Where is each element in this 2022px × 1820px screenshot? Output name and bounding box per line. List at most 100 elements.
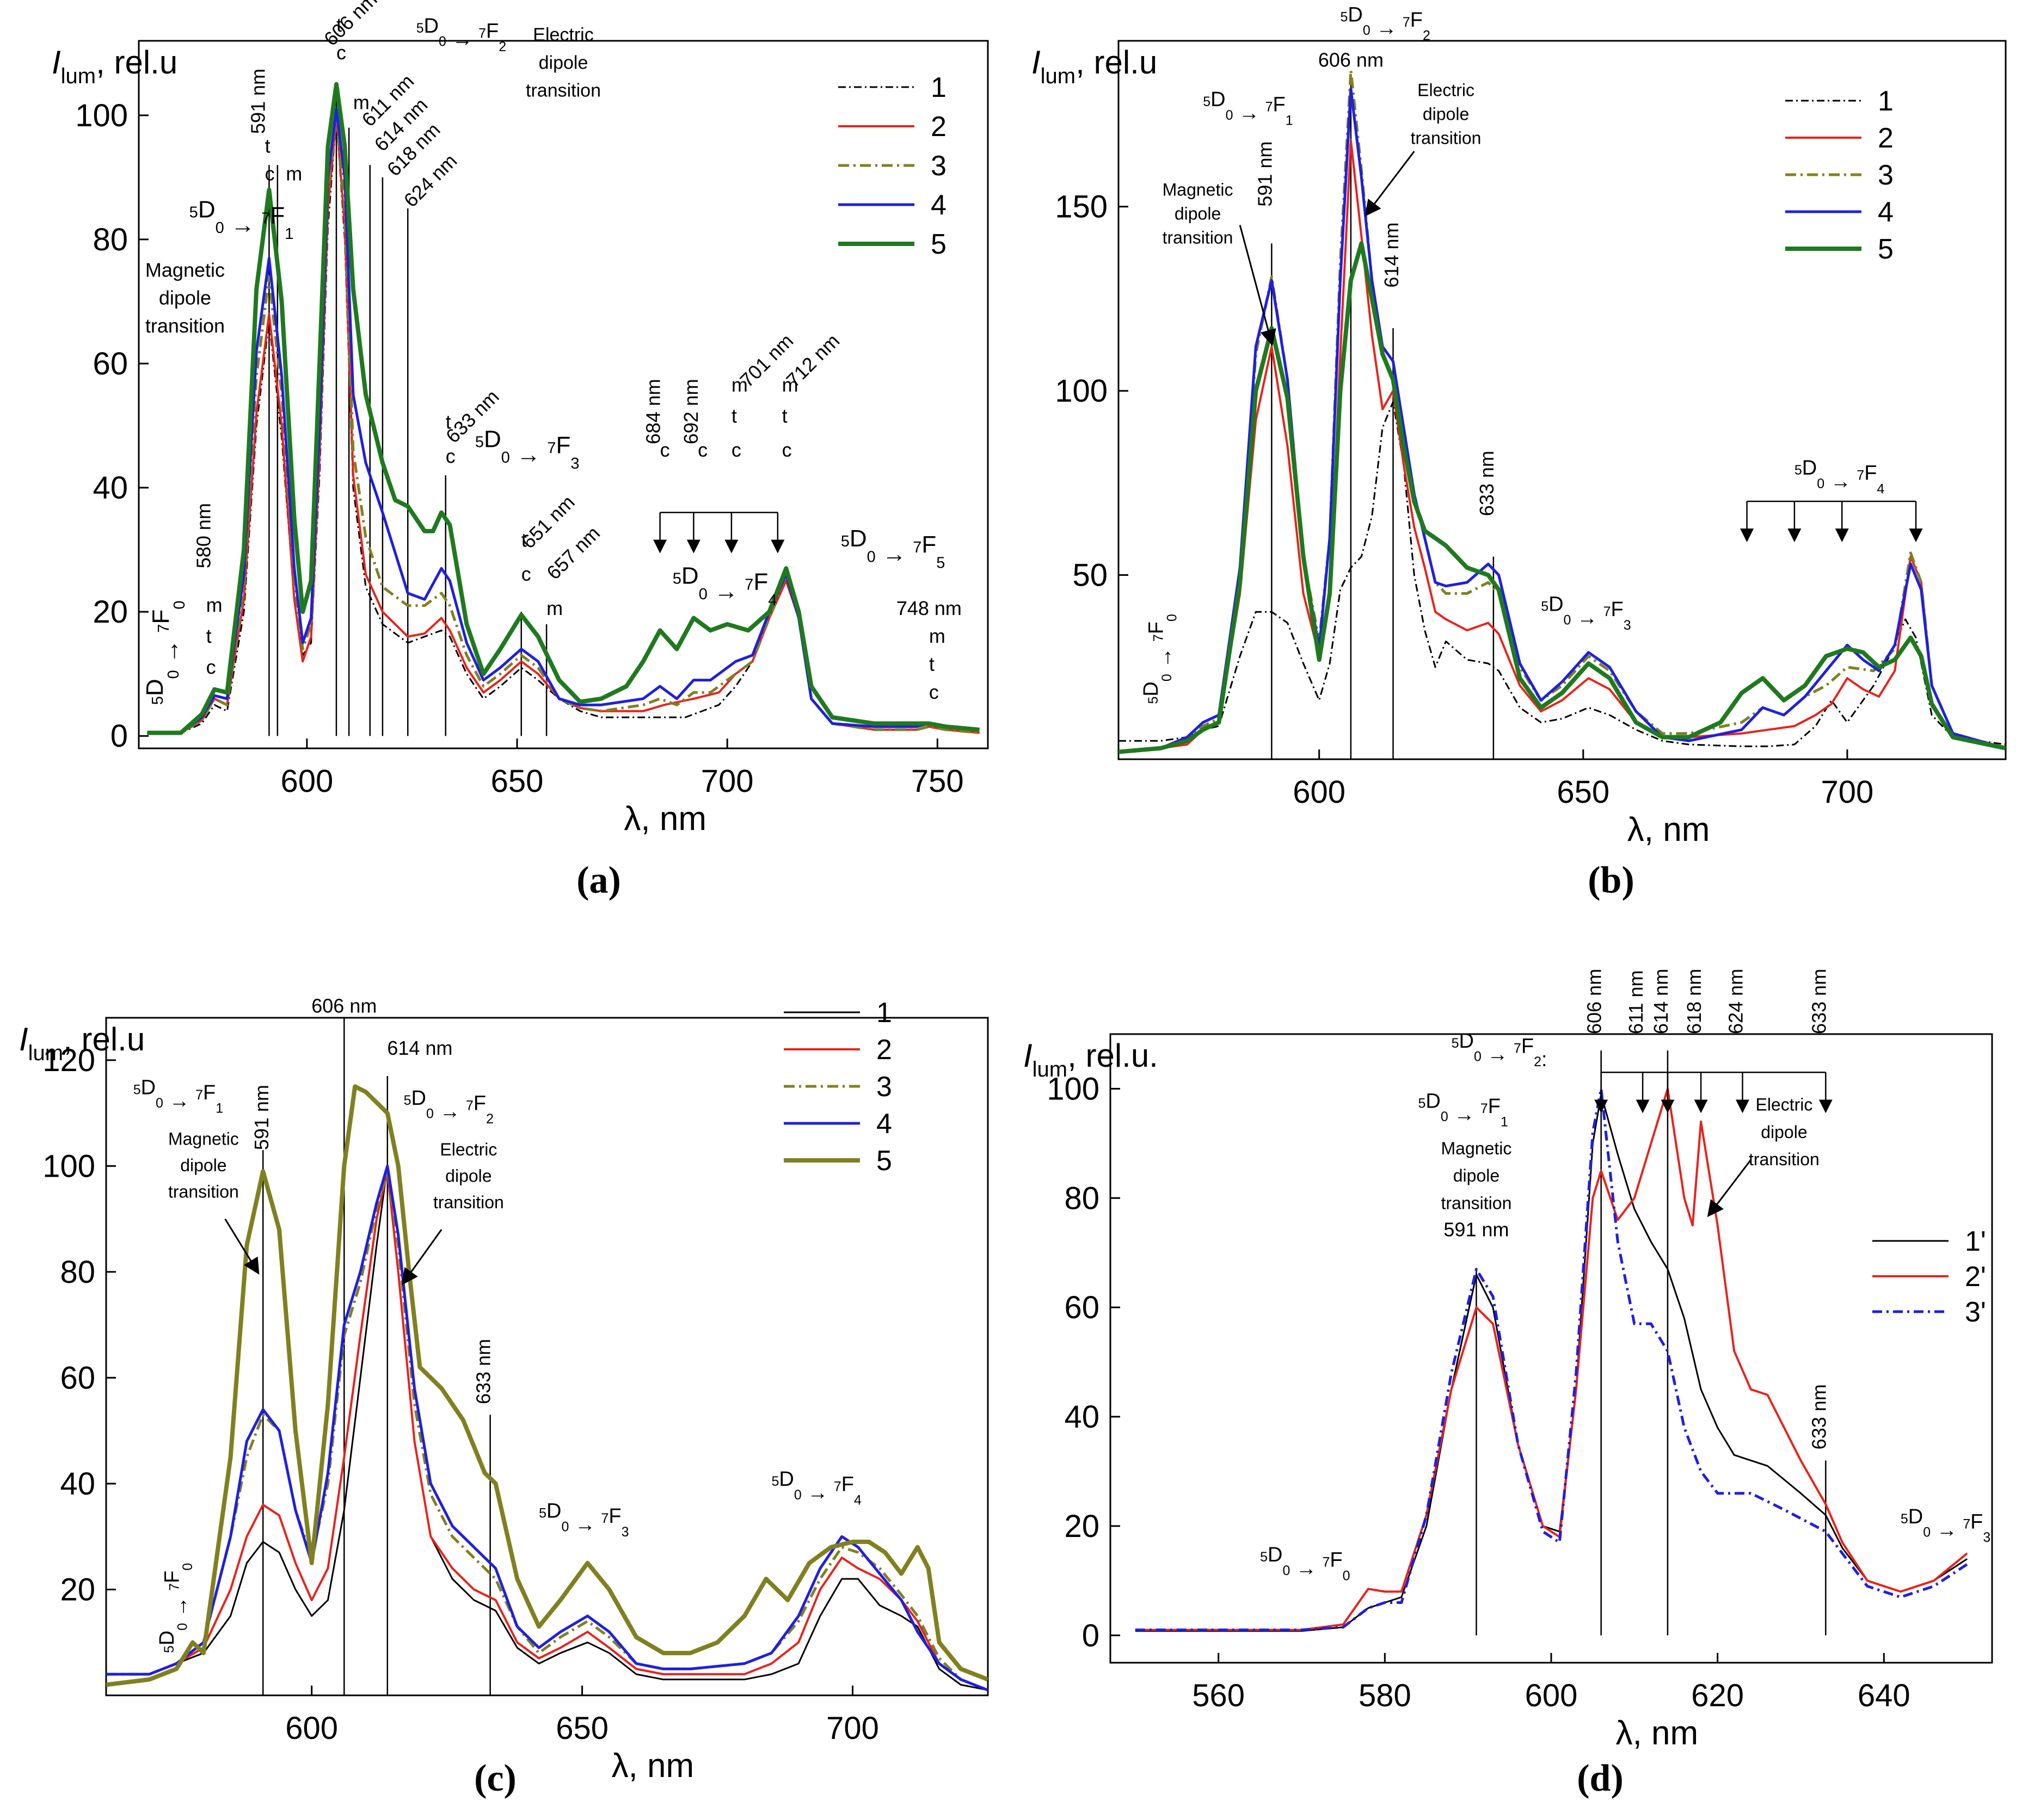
y-tick-label: 100 <box>1055 373 1108 409</box>
annotation-label: 5D0 → 7F1 <box>1203 88 1293 128</box>
annotation-label: 5D0 → 7F2 <box>404 1087 494 1127</box>
y-tick-label: 20 <box>93 594 128 630</box>
y-tick-label: 60 <box>60 1360 95 1395</box>
x-tick-label: 600 <box>1293 774 1345 810</box>
series-line-1 <box>1118 401 2006 747</box>
annotation-label: 633 nm <box>1808 1384 1830 1449</box>
x-tick-label: 750 <box>911 764 964 799</box>
annotation-label: dipole <box>159 287 211 309</box>
y-tick-label: 150 <box>1055 189 1108 225</box>
x-tick-label: 600 <box>1525 1678 1578 1713</box>
x-tick-label: 600 <box>285 1711 338 1746</box>
y-axis-label: Ilum, rel.u. <box>1023 1037 1158 1081</box>
annotation-label: c <box>446 445 456 467</box>
series-line-5 <box>106 1084 988 1687</box>
legend-label: 1 <box>931 72 947 103</box>
annotation-label: 5D0 → 7F4 <box>1794 457 1885 496</box>
annotation-label: t <box>265 134 271 157</box>
annotation-label: 580 nm <box>192 503 214 568</box>
annotation-label: 624 nm <box>1725 969 1747 1034</box>
annotation-label: t <box>206 625 212 647</box>
annotation-arrow <box>1365 151 1415 217</box>
plot-frame <box>1117 40 2007 760</box>
x-tick-label: 580 <box>1359 1678 1411 1713</box>
annotation-label: m <box>732 373 748 396</box>
y-tick-label: 80 <box>93 222 128 257</box>
y-tick-label: 40 <box>93 470 128 506</box>
series-line-1 <box>106 1165 988 1691</box>
annotation-label: 684 nm <box>642 379 665 444</box>
annotation-label: c <box>732 439 741 461</box>
annotation-label: 5D0 → 7F3 <box>539 1500 629 1540</box>
plot-frame <box>105 1017 989 1696</box>
annotation-label: m <box>546 597 563 619</box>
annotation-label: transition <box>1749 1149 1820 1169</box>
annotation-label: 748 nm <box>896 597 962 619</box>
legend-label: 1' <box>1965 1226 1986 1257</box>
legend-label: 4 <box>1878 196 1894 228</box>
legend-label: 3 <box>931 150 947 182</box>
annotation-label: dipole <box>1175 204 1221 223</box>
annotation-label: 5D0 → 7F2: <box>1452 1030 1547 1071</box>
series-line-2 <box>1118 139 2006 753</box>
x-tick-label: 700 <box>701 764 754 799</box>
annotation-label: t <box>336 14 342 36</box>
annotation-label: m <box>929 625 945 647</box>
annotation-arrow <box>224 1218 260 1275</box>
legend-label: 1 <box>876 997 892 1029</box>
x-axis-label: λ, nm <box>624 800 706 838</box>
annotation-label: 5D0 → 7F3 <box>1541 593 1631 633</box>
annotation-label: 591 nm <box>1443 1219 1509 1241</box>
series-line-3 <box>106 1170 988 1692</box>
y-tick-label: 100 <box>1047 1071 1099 1106</box>
y-tick-label: 50 <box>1072 558 1108 593</box>
annotation-label: 606 nm <box>311 994 377 1017</box>
annotation-label: 5D0 → 7F2 <box>1341 3 1430 43</box>
annotation-label: c <box>265 163 275 185</box>
y-tick-label: 60 <box>93 346 128 382</box>
series-line-2' <box>1135 1087 1968 1631</box>
annotation-label: c <box>660 439 670 461</box>
legend-label: 5 <box>876 1145 892 1177</box>
annotation-label: c <box>782 439 792 461</box>
annotation-arrow <box>1707 1159 1751 1218</box>
y-tick-label: 20 <box>60 1572 95 1607</box>
annotation-label: 5D0 → 7F2 <box>416 15 506 54</box>
annotation-label: dipole <box>1423 104 1469 124</box>
legend-label: 1 <box>1878 85 1894 117</box>
annotation-label: t <box>521 528 527 551</box>
annotation-label: m <box>353 91 370 113</box>
annotation-label: m <box>206 594 223 616</box>
annotation-label: 5D0 → 7F3 <box>1901 1505 1990 1545</box>
annotation-label: m <box>782 373 798 396</box>
annotation-label: Magnetic <box>1441 1139 1512 1158</box>
legend-label: 2 <box>1878 122 1894 154</box>
annotation-label: 5D0 → 7F3 <box>475 426 580 472</box>
annotation-label: 5D0 → 7F5 <box>841 525 945 572</box>
annotation-label: m <box>286 163 302 185</box>
series-line-2 <box>106 1170 988 1692</box>
y-axis-label: Ilum, rel.u <box>19 1021 145 1065</box>
series-line-5 <box>147 82 980 735</box>
annotation-arrow <box>402 1229 442 1286</box>
y-tick-label: 120 <box>42 1043 95 1078</box>
annotation-label: dipole <box>1453 1166 1499 1185</box>
annotation-label: 591 nm <box>247 69 269 134</box>
annotation-label: Electric <box>1755 1095 1812 1115</box>
legend-label: 5 <box>931 229 947 260</box>
series-line-3 <box>1118 69 2006 753</box>
legend-label: 3 <box>876 1071 892 1103</box>
annotation-label: 5D0 → 7F1 <box>133 1076 223 1116</box>
x-axis-label: λ, nm <box>1616 1714 1699 1752</box>
annotation-arrow <box>1239 225 1276 346</box>
annotation-label: 606 nm <box>319 0 382 50</box>
series-line-3' <box>1135 1087 1968 1632</box>
x-axis-label: λ, nm <box>612 1747 695 1785</box>
series-line-5 <box>1118 241 2006 754</box>
x-tick-label: 600 <box>281 764 334 799</box>
legend-label: 2' <box>1965 1261 1986 1293</box>
y-tick-label: 40 <box>60 1466 95 1502</box>
y-tick-label: 0 <box>110 718 128 754</box>
